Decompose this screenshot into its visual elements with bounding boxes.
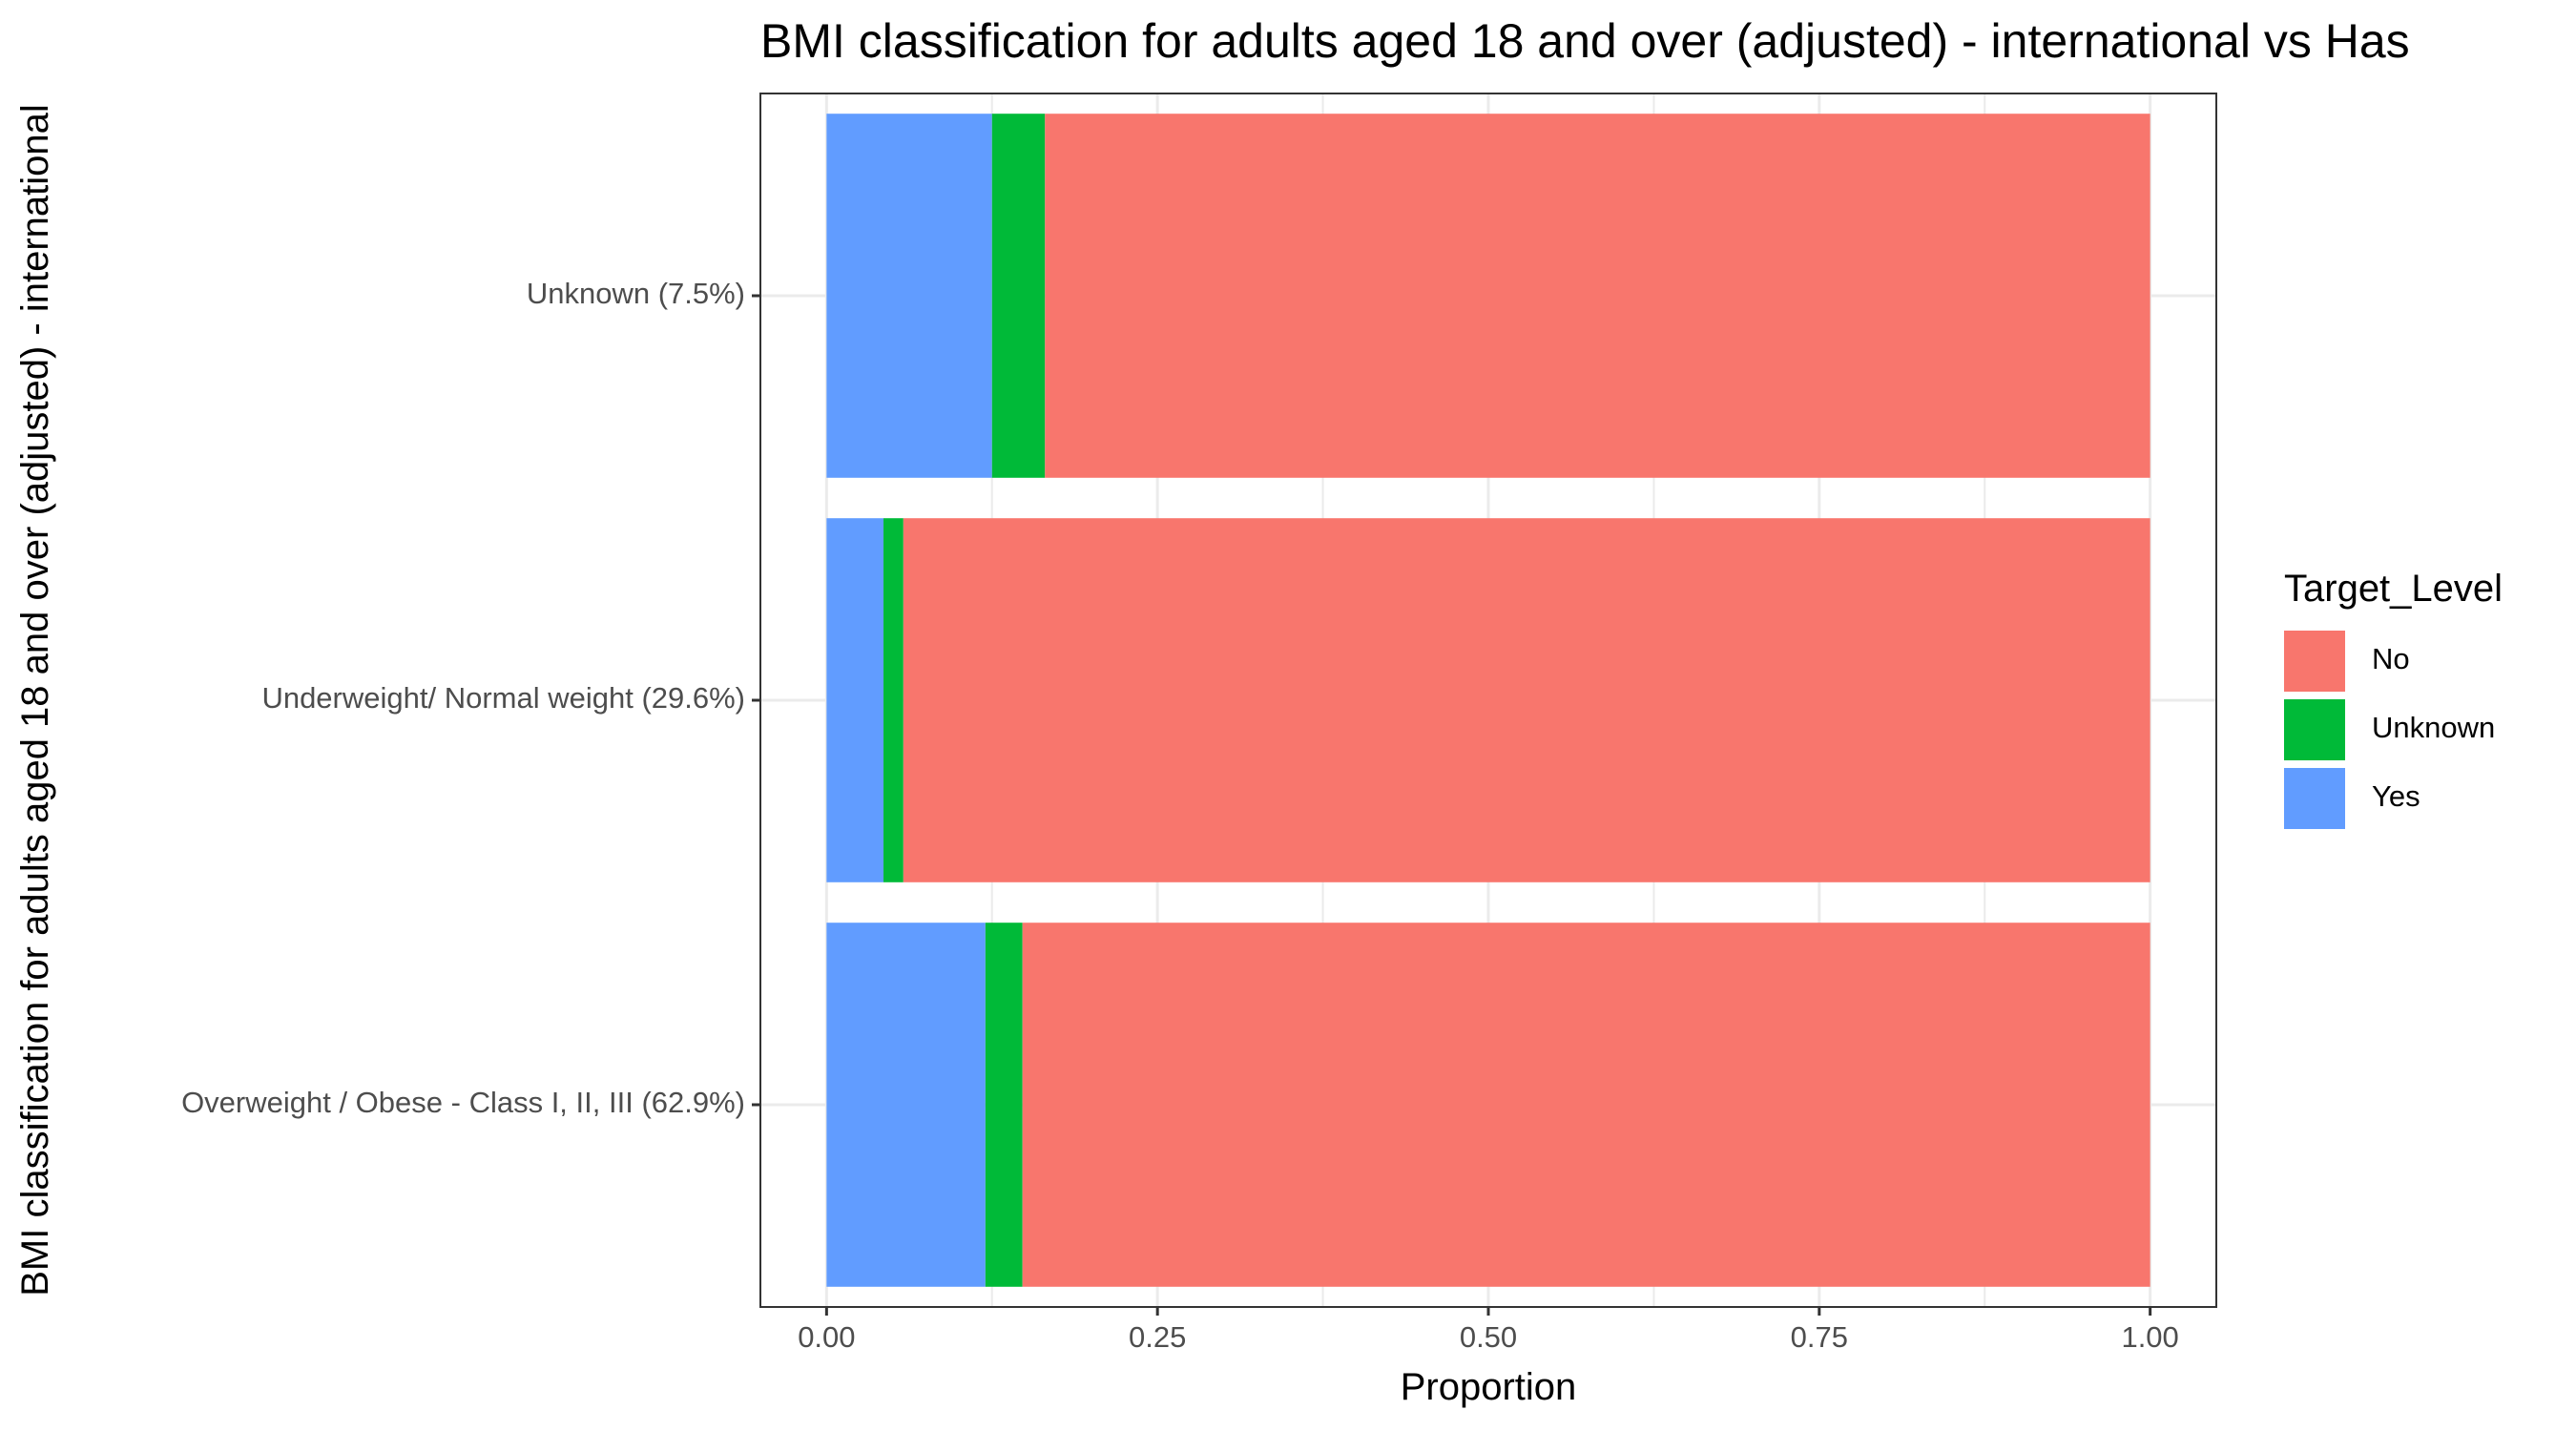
bar-segment-unknown xyxy=(883,518,904,882)
y-axis-title: BMI classification for adults aged 18 an… xyxy=(14,104,56,1296)
y-tick-label: Overweight / Obese - Class I, II, III (6… xyxy=(181,1086,745,1119)
x-tick-label: 1.00 xyxy=(2121,1320,2178,1354)
legend-key-unknown xyxy=(2284,699,2345,760)
y-tick-label: Unknown (7.5%) xyxy=(527,277,745,310)
x-tick-label: 0.75 xyxy=(1791,1320,1848,1354)
bar-segment-no xyxy=(1022,923,2150,1287)
legend-label: Unknown xyxy=(2372,711,2495,744)
x-tick-label: 0.50 xyxy=(1460,1320,1517,1354)
legend-key-yes xyxy=(2284,768,2345,829)
legend: Target_Level No Unknown Yes xyxy=(2284,568,2503,829)
plot-panel xyxy=(759,93,2217,1308)
bar-segment-no xyxy=(903,518,2150,882)
bar-segment-no xyxy=(1045,114,2150,478)
legend-key-no xyxy=(2284,631,2345,692)
chart-title: BMI classification for adults aged 18 an… xyxy=(760,14,2410,68)
bar-segment-unknown xyxy=(985,923,1023,1287)
y-tick-label: Underweight/ Normal weight (29.6%) xyxy=(261,681,745,715)
y-axis: Unknown (7.5%) Underweight/ Normal weight… xyxy=(181,277,760,1119)
legend-label: No xyxy=(2372,642,2410,675)
x-tick-label: 0.25 xyxy=(1129,1320,1186,1354)
x-axis-title: Proportion xyxy=(1401,1366,1577,1408)
legend-title: Target_Level xyxy=(2284,568,2503,610)
x-axis: 0.00 0.25 0.50 0.75 1.00 xyxy=(798,1307,2179,1354)
x-tick-label: 0.00 xyxy=(798,1320,855,1354)
bar-segment-yes xyxy=(826,518,884,882)
bar-segment-unknown xyxy=(991,114,1046,478)
bar-segment-yes xyxy=(826,114,992,478)
bar-segment-yes xyxy=(826,923,986,1287)
legend-label: Yes xyxy=(2372,779,2420,813)
